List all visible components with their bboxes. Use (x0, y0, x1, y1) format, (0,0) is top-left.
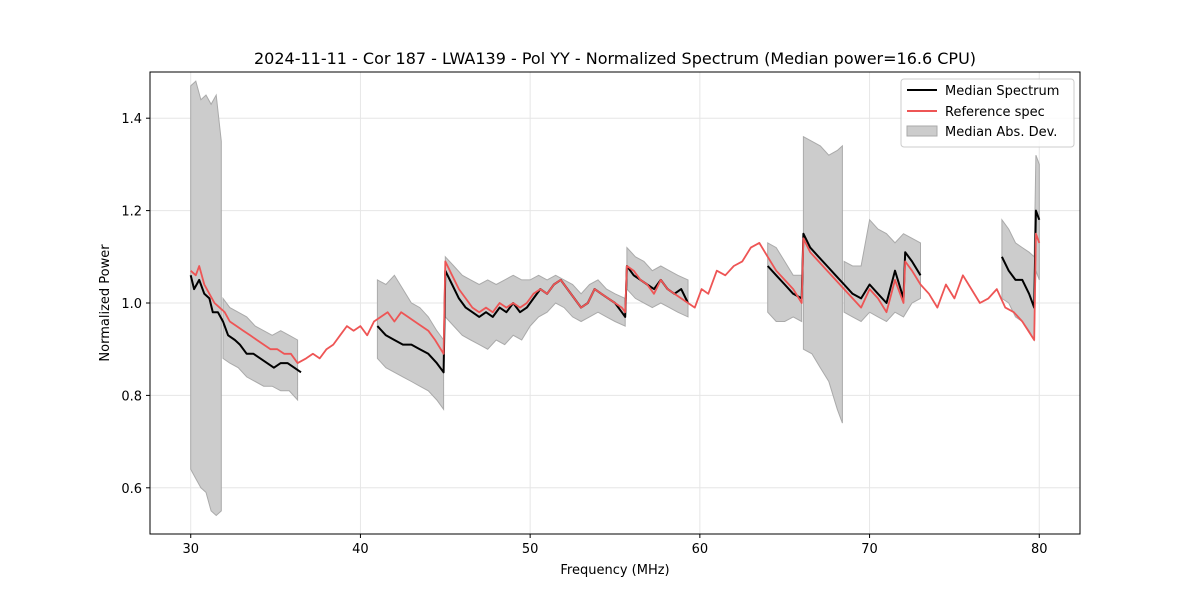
mad-band (376, 274, 445, 411)
x-tick-label: 50 (522, 542, 539, 557)
legend-mad-swatch (906, 125, 938, 137)
series-line-layer (189, 209, 1041, 374)
y-axis-label: Normalized Power (98, 244, 113, 362)
legend-mad-label: Median Abs. Dev. (945, 125, 1057, 140)
y-tick-label: 1.4 (121, 112, 142, 127)
mad-band (802, 135, 843, 424)
mad-band (222, 296, 299, 402)
median-spectrum-line (189, 275, 302, 374)
legend-box (900, 78, 1075, 148)
chart-title: 2024-11-11 - Cor 187 - LWA139 - Pol YY -… (254, 49, 976, 68)
mad-band (767, 242, 803, 323)
x-tick-label: 30 (182, 542, 199, 557)
x-tick-label: 70 (861, 542, 878, 557)
median-spectrum-line (1001, 209, 1041, 309)
mad-band (444, 255, 626, 350)
legend: Median Spectrum Reference spec Median Ab… (900, 78, 1075, 148)
y-tick-label: 1.0 (121, 297, 142, 312)
reference-spec-line (190, 232, 1041, 365)
x-tick-label: 80 (1031, 542, 1048, 557)
y-tick-label: 1.2 (121, 205, 142, 220)
y-tick-label: 0.8 (121, 389, 142, 404)
tick-layer: 30 40 50 60 70 80 0.6 0.8 1.0 1.2 1.4 (121, 112, 1047, 557)
x-tick-label: 60 (692, 542, 709, 557)
x-tick-label: 40 (352, 542, 369, 557)
x-axis-label: Frequency (MHz) (560, 563, 669, 578)
legend-median-label: Median Spectrum (945, 84, 1059, 99)
legend-reference-label: Reference spec (945, 105, 1045, 120)
mad-band (190, 80, 222, 517)
y-tick-label: 0.6 (121, 482, 142, 497)
mad-band (626, 246, 689, 318)
